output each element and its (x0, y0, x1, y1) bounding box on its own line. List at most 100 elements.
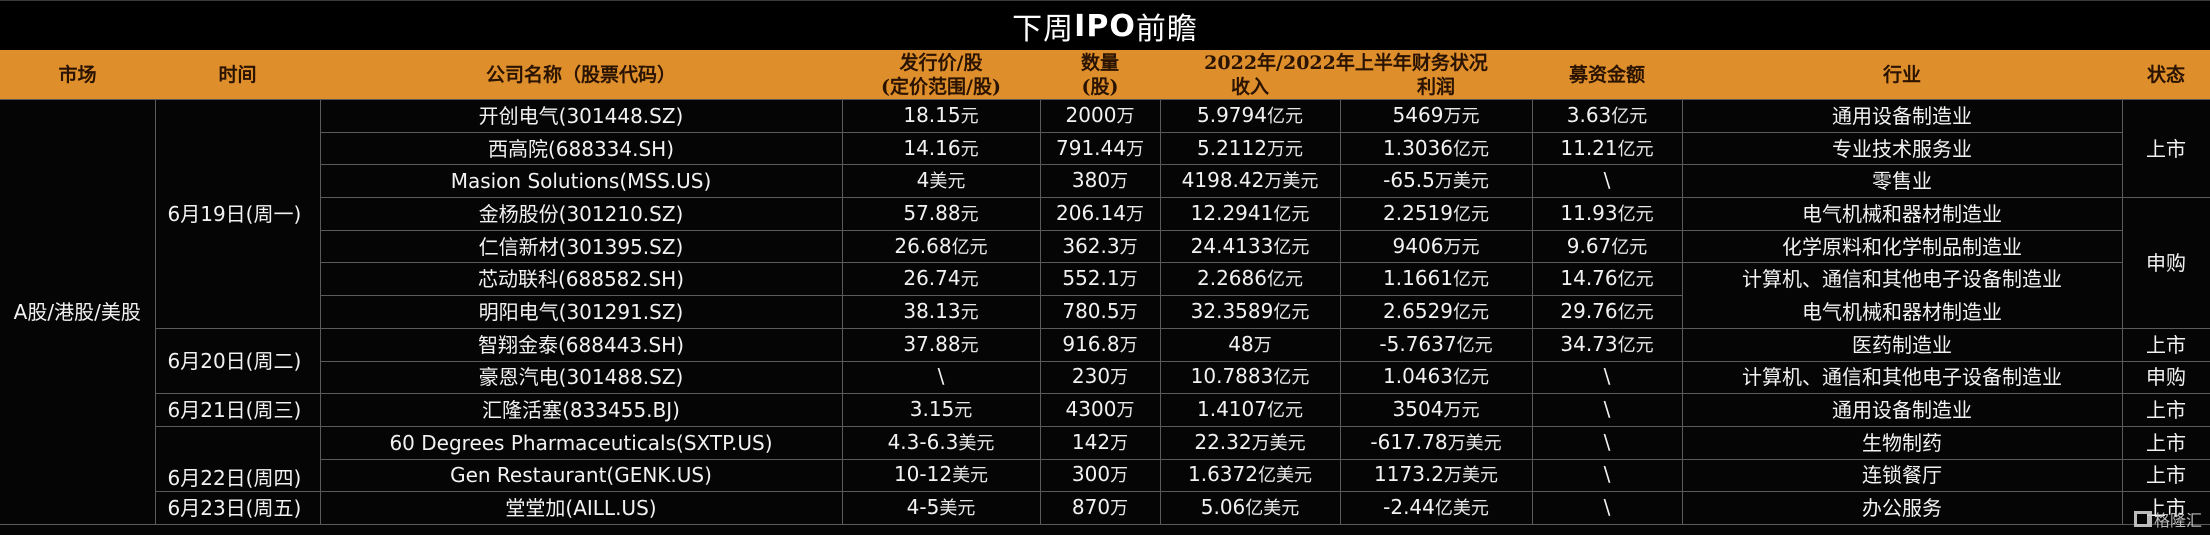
company-cell: 60 Degrees Pharmaceuticals(SXTP.US) (319, 425, 843, 460)
raised-cell: 3.63亿元 (1531, 99, 1683, 133)
market-cell: A股/港股/美股 (0, 99, 156, 525)
table-row: 芯动联科(688582.SH) 26.74元 552.1万 2.2686亿元 1… (0, 262, 2210, 297)
header-market: 市场 (0, 50, 155, 100)
profit-cell: 1.0463亿元 (1339, 360, 1533, 395)
raised-cell: \ (1531, 458, 1683, 493)
revenue-cell: 48万 (1159, 327, 1341, 362)
quantity-cell: 780.5万 (1039, 295, 1161, 329)
date-cell: 6月22日(周四) (154, 425, 321, 493)
status-badge: 申购 (2121, 360, 2210, 395)
header-industry: 行业 (1682, 50, 2123, 100)
quantity-cell: 791.44万 (1039, 131, 1161, 166)
header-raised: 募资金额 (1532, 50, 1683, 100)
title-prefix: 下周 (1012, 12, 1075, 47)
quantity-cell: 380万 (1039, 164, 1161, 199)
industry-cell: 电气机械和器材制造业 (1681, 295, 2123, 329)
company-cell: 豪恩汽电(301488.SZ) (319, 360, 843, 395)
table-row: Gen Restaurant(GENK.US) 10-12美元 300万 1.6… (0, 458, 2210, 493)
revenue-cell: 2.2686亿元 (1159, 262, 1341, 297)
revenue-cell: 22.32万美元 (1159, 425, 1341, 460)
revenue-cell: 24.4133亿元 (1159, 229, 1341, 264)
status-badge: 上市 (2121, 425, 2210, 460)
company-cell: 汇隆活塞(833455.BJ) (319, 393, 843, 427)
raised-cell: 34.73亿元 (1531, 327, 1683, 362)
industry-cell: 医药制造业 (1681, 327, 2123, 362)
quantity-cell: 916.8万 (1039, 327, 1161, 362)
profit-cell: 3504万元 (1339, 393, 1533, 427)
table-row: 6月20日(周二) 智翔金泰(688443.SH) 37.88元 916.8万 … (0, 327, 2210, 395)
industry-cell: 通用设备制造业 (1681, 393, 2123, 427)
table-row: Masion Solutions(MSS.US) 4美元 380万 4198.4… (0, 164, 2210, 199)
profit-cell: 2.2519亿元 (1339, 197, 1533, 231)
watermark-text: 格隆汇 (2153, 511, 2202, 530)
revenue-cell: 32.3589亿元 (1159, 295, 1341, 329)
company-cell: Gen Restaurant(GENK.US) (319, 458, 843, 493)
revenue-cell: 5.9794亿元 (1159, 99, 1341, 133)
revenue-cell: 10.7883亿元 (1159, 360, 1341, 395)
table-row: 6月22日(周四) 60 Degrees Pharmaceuticals(SXT… (0, 425, 2210, 493)
industry-cell: 零售业 (1681, 164, 2123, 199)
raised-cell: 11.93亿元 (1531, 197, 1683, 231)
price-cell: 4美元 (841, 164, 1041, 199)
profit-cell: -2.44亿美元 (1339, 491, 1533, 525)
header-status: 状态 (2122, 50, 2210, 100)
price-cell: 38.13元 (841, 295, 1041, 329)
table-row: 6月23日(周五) 堂堂加(AILL.US) 4-5美元 870万 5.06亿美… (0, 491, 2210, 525)
date-cell: 6月20日(周二) (154, 327, 321, 395)
quantity-cell: 300万 (1039, 458, 1161, 493)
company-cell: 仁信新材(301395.SZ) (319, 229, 843, 264)
header-price-range: (定价范围/股) (842, 75, 1040, 100)
price-cell: \ (841, 360, 1041, 395)
revenue-cell: 4198.42万美元 (1159, 164, 1341, 199)
date-cell: 6月21日(周三) (154, 393, 321, 427)
company-cell: Masion Solutions(MSS.US) (319, 164, 843, 199)
revenue-cell: 12.2941亿元 (1159, 197, 1341, 231)
header-revenue: 收入 (1160, 75, 1340, 100)
ipo-table: 市场 时间 公司名称（股票代码） 发行价/股 数量 2022年/2022年上半年… (0, 50, 2210, 525)
raised-cell: 9.67亿元 (1531, 229, 1683, 264)
raised-cell: \ (1531, 360, 1683, 395)
raised-cell: 14.76亿元 (1531, 262, 1683, 297)
industry-cell: 办公服务 (1681, 491, 2123, 525)
raised-cell: \ (1531, 491, 1683, 525)
header-quantity: 数量 (1040, 50, 1160, 75)
price-cell: 57.88元 (841, 197, 1041, 231)
raised-cell: \ (1531, 164, 1683, 199)
revenue-cell: 5.2112万元 (1159, 131, 1341, 166)
price-cell: 4.3-6.3美元 (841, 425, 1041, 460)
price-cell: 26.74元 (841, 262, 1041, 297)
company-cell: 智翔金泰(688443.SH) (319, 327, 843, 362)
company-cell: 开创电气(301448.SZ) (319, 99, 843, 133)
revenue-cell: 5.06亿美元 (1159, 491, 1341, 525)
price-cell: 14.16元 (841, 131, 1041, 166)
date-cell: 6月19日(周一) (154, 99, 321, 329)
status-badge: 上市 (2121, 393, 2210, 427)
header-company: 公司名称（股票代码） (320, 50, 842, 100)
watermark-logo-icon (2133, 511, 2152, 527)
price-cell: 3.15元 (841, 393, 1041, 427)
profit-cell: 5469万元 (1339, 99, 1533, 133)
profit-cell: 2.6529亿元 (1339, 295, 1533, 329)
raised-cell: 11.21亿元 (1531, 131, 1683, 166)
table-row: 6月21日(周三) 汇隆活塞(833455.BJ) 3.15元 4300万 1.… (0, 393, 2210, 427)
price-cell: 4-5美元 (841, 491, 1041, 525)
company-cell: 堂堂加(AILL.US) (319, 491, 843, 525)
table-row: 西高院(688334.SH) 14.16元 791.44万 5.2112万元 1… (0, 131, 2210, 166)
raised-cell: 29.76亿元 (1531, 295, 1683, 329)
quantity-cell: 230万 (1039, 360, 1161, 395)
header-quantity-unit: (股) (1040, 75, 1160, 100)
industry-cell: 电气机械和器材制造业 (1681, 197, 2123, 231)
status-badge: 上市 (2121, 98, 2210, 199)
page-title: 下周 IPO 前瞻 (0, 0, 2210, 51)
header-time: 时间 (155, 50, 320, 100)
title-ipo: IPO (1074, 8, 1136, 44)
table-row: 仁信新材(301395.SZ) 26.68亿元 362.3万 24.4133亿元… (0, 229, 2210, 264)
price-cell: 10-12美元 (841, 458, 1041, 493)
date-cell: 6月23日(周五) (154, 491, 321, 525)
industry-cell: 计算机、通信和其他电子设备制造业 (1681, 360, 2123, 395)
status-badge: 上市 (2121, 458, 2210, 493)
revenue-cell: 1.4107亿元 (1159, 393, 1341, 427)
company-cell: 明阳电气(301291.SZ) (319, 295, 843, 329)
industry-cell: 生物制药 (1681, 425, 2123, 460)
